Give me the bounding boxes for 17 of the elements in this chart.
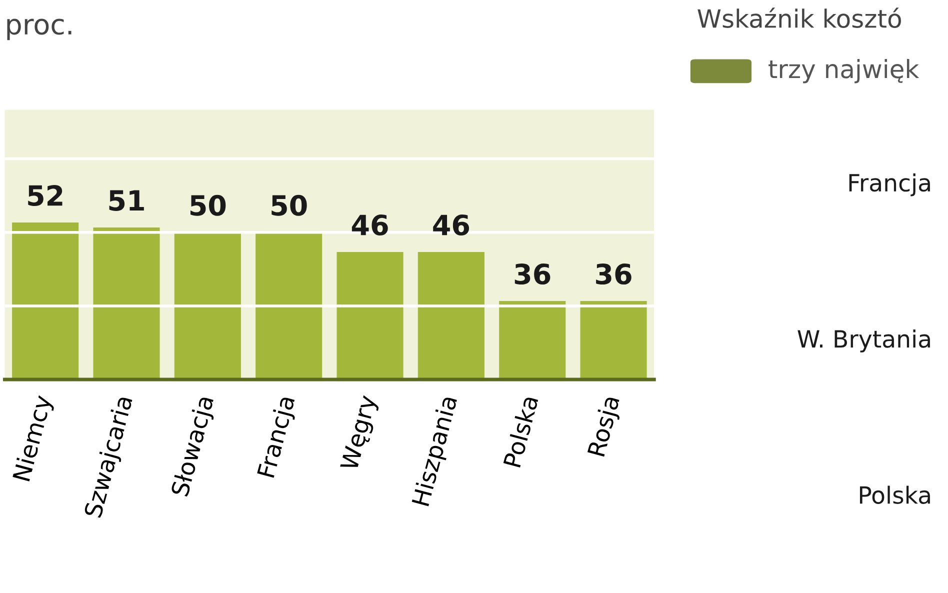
x-tick-label: Rosja — [586, 395, 624, 458]
text: trzy najwięk — [768, 59, 920, 84]
x-tick-label: Francja — [256, 395, 300, 480]
data-label: 50 — [190, 194, 226, 216]
data-label: 46 — [433, 214, 470, 236]
data-label: 36 — [596, 264, 632, 285]
data-label: 52 — [28, 185, 62, 206]
data-label: 50 — [272, 194, 307, 216]
x-tick-label: Węgry — [340, 394, 381, 472]
x-tick-label: Polska — [502, 395, 538, 468]
data-label: 46 — [352, 214, 388, 236]
data-label: 36 — [514, 264, 550, 285]
text: Wskaźnik kosztó — [698, 8, 901, 28]
category-label: Francja — [849, 173, 930, 196]
category-label: W. Brytania — [798, 330, 930, 352]
chart-title: proc. — [7, 18, 72, 40]
data-label: 51 — [109, 190, 144, 211]
